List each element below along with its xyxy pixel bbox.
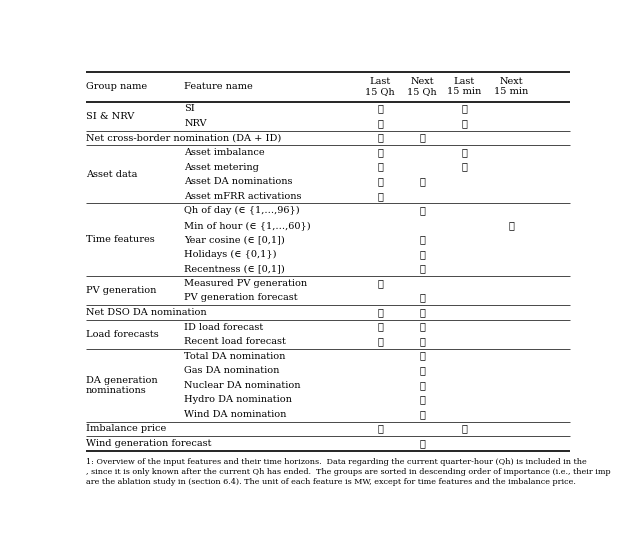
Text: Asset metering: Asset metering — [184, 163, 259, 172]
Text: ✓: ✓ — [509, 221, 515, 230]
Text: ✓: ✓ — [377, 279, 383, 288]
Text: Recent load forecast: Recent load forecast — [184, 337, 286, 346]
Text: Last
15 min: Last 15 min — [447, 77, 481, 96]
Text: ✓: ✓ — [377, 104, 383, 114]
Text: Asset data: Asset data — [86, 170, 138, 179]
Text: Qh of day (∈ {1,…,96}): Qh of day (∈ {1,…,96}) — [184, 206, 300, 215]
Text: Measured PV generation: Measured PV generation — [184, 279, 307, 288]
Text: Feature name: Feature name — [184, 82, 253, 91]
Text: ✓: ✓ — [377, 323, 383, 332]
Text: ✓: ✓ — [419, 381, 425, 390]
Text: SI & NRV: SI & NRV — [86, 112, 134, 121]
Text: ✓: ✓ — [461, 104, 467, 114]
Text: ✓: ✓ — [419, 294, 425, 302]
Text: Wind DA nomination: Wind DA nomination — [184, 410, 287, 419]
Text: ✓: ✓ — [419, 323, 425, 332]
Text: Min of hour (∈ {1,…,60}): Min of hour (∈ {1,…,60}) — [184, 221, 311, 230]
Text: Hydro DA nomination: Hydro DA nomination — [184, 395, 292, 404]
Text: ✓: ✓ — [419, 250, 425, 259]
Text: ✓: ✓ — [377, 424, 383, 434]
Text: ✓: ✓ — [419, 395, 425, 404]
Text: Next
15 min: Next 15 min — [494, 77, 529, 96]
Text: Group name: Group name — [86, 82, 147, 91]
Text: SI: SI — [184, 104, 195, 114]
Text: NRV: NRV — [184, 119, 207, 128]
Text: Time features: Time features — [86, 236, 155, 244]
Text: ✓: ✓ — [377, 134, 383, 143]
Text: ✓: ✓ — [377, 148, 383, 157]
Text: ✓: ✓ — [377, 119, 383, 128]
Text: Recentness (∈ [0,1]): Recentness (∈ [0,1]) — [184, 264, 285, 274]
Text: ✓: ✓ — [419, 134, 425, 143]
Text: ✓: ✓ — [419, 236, 425, 244]
Text: Next
15 Qh: Next 15 Qh — [408, 77, 437, 96]
Text: PV generation: PV generation — [86, 286, 156, 295]
Text: 1: Overview of the input features and their time horizons.  Data regarding the c: 1: Overview of the input features and th… — [86, 458, 611, 486]
Text: ✓: ✓ — [419, 351, 425, 361]
Text: ✓: ✓ — [419, 206, 425, 215]
Text: ✓: ✓ — [461, 119, 467, 128]
Text: Holidays (∈ {0,1}): Holidays (∈ {0,1}) — [184, 250, 276, 259]
Text: Total DA nomination: Total DA nomination — [184, 351, 285, 361]
Text: Last
15 Qh: Last 15 Qh — [365, 77, 395, 96]
Text: ✓: ✓ — [419, 337, 425, 346]
Text: ✓: ✓ — [377, 191, 383, 201]
Text: Year cosine (∈ [0,1]): Year cosine (∈ [0,1]) — [184, 236, 285, 244]
Text: ✓: ✓ — [377, 337, 383, 346]
Text: ✓: ✓ — [419, 177, 425, 186]
Text: ✓: ✓ — [419, 308, 425, 317]
Text: ✓: ✓ — [419, 264, 425, 274]
Text: PV generation forecast: PV generation forecast — [184, 294, 298, 302]
Text: ✓: ✓ — [461, 148, 467, 157]
Text: Wind generation forecast: Wind generation forecast — [86, 439, 211, 448]
Text: ✓: ✓ — [377, 163, 383, 172]
Text: Imbalance price: Imbalance price — [86, 424, 166, 434]
Text: DA generation
nominations: DA generation nominations — [86, 375, 157, 395]
Text: ✓: ✓ — [377, 308, 383, 317]
Text: Asset mFRR activations: Asset mFRR activations — [184, 191, 301, 201]
Text: Asset DA nominations: Asset DA nominations — [184, 177, 292, 186]
Text: Asset imbalance: Asset imbalance — [184, 148, 265, 157]
Text: ✓: ✓ — [461, 163, 467, 172]
Text: Load forecasts: Load forecasts — [86, 330, 159, 339]
Text: Nuclear DA nomination: Nuclear DA nomination — [184, 381, 301, 390]
Text: Net cross-border nomination (DA + ID): Net cross-border nomination (DA + ID) — [86, 134, 281, 143]
Text: ✓: ✓ — [419, 366, 425, 375]
Text: ✓: ✓ — [461, 424, 467, 434]
Text: ✓: ✓ — [377, 177, 383, 186]
Text: Gas DA nomination: Gas DA nomination — [184, 366, 280, 375]
Text: ✓: ✓ — [419, 439, 425, 448]
Text: ✓: ✓ — [419, 410, 425, 419]
Text: Net DSO DA nomination: Net DSO DA nomination — [86, 308, 207, 317]
Text: ID load forecast: ID load forecast — [184, 323, 264, 332]
